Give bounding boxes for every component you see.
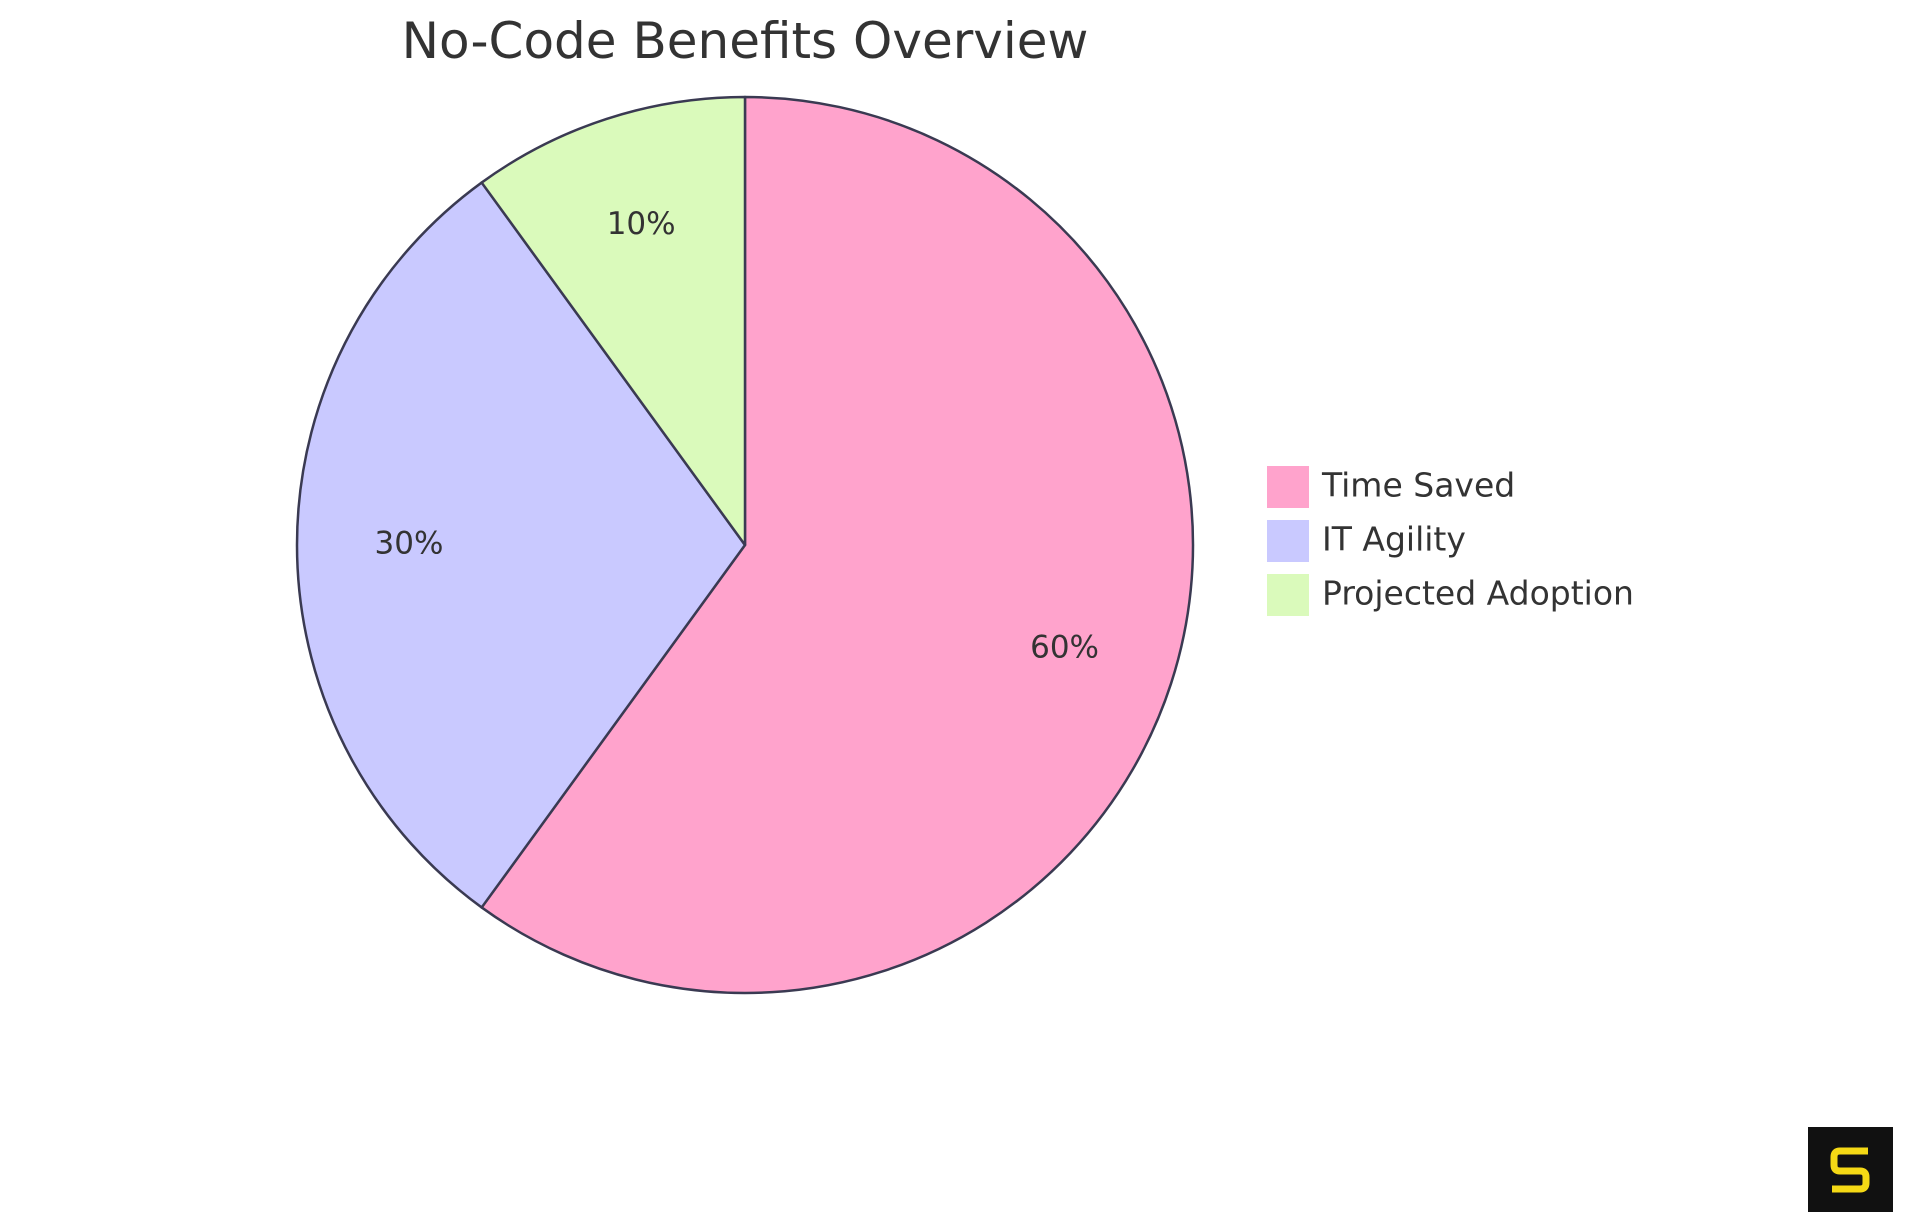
pie-slice-time-saved [480,95,1195,995]
pie-slice-projected-adoption [480,95,747,547]
legend-label: Projected Adoption [1322,574,1634,613]
legend-swatch [1265,464,1311,510]
slice-label: 10% [607,206,676,242]
legend: Time Saved IT Agility Projected Adoption [1265,464,1634,618]
legend-swatch [1265,572,1311,618]
pie-slice-it-agility [295,181,747,909]
chart-title: No-Code Benefits Overview [402,12,1089,70]
s-logo-icon [1808,1127,1893,1212]
pie-slices [295,95,1195,995]
legend-label: IT Agility [1322,520,1466,559]
slice-label: 60% [1030,629,1099,665]
slice-labels: 60% 30% 10% [375,206,1099,665]
legend-swatch [1265,518,1311,564]
legend-label: Time Saved [1321,466,1515,505]
slice-label: 30% [375,526,444,562]
